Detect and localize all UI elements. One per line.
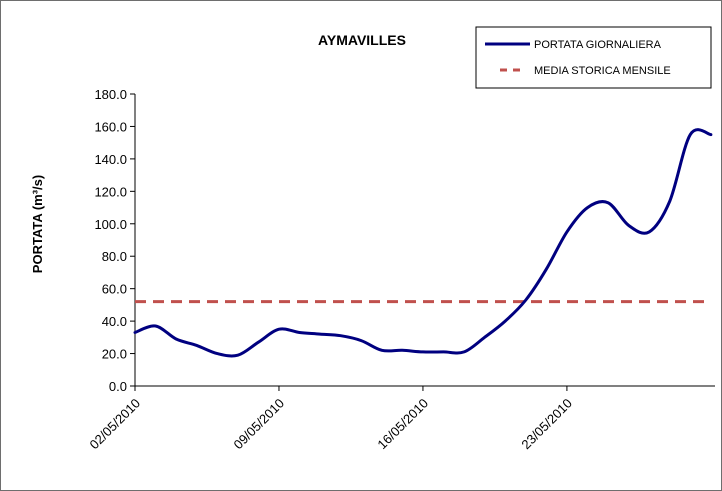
legend-label-media: MEDIA STORICA MENSILE [534, 65, 671, 77]
x-tick-label: 16/05/2010 [374, 396, 431, 453]
y-tick-label: 60.0 [102, 282, 127, 297]
y-tick-label: 0.0 [109, 379, 127, 394]
legend-box [475, 26, 712, 89]
y-tick-label: 100.0 [94, 217, 127, 232]
x-tick-label: 23/05/2010 [518, 396, 575, 453]
y-tick-label: 180.0 [94, 87, 127, 102]
x-axis: 02/05/2010 09/05/2010 16/05/2010 23/05/2010 [86, 385, 715, 453]
y-tick-label: 160.0 [94, 119, 127, 134]
y-tick-label: 140.0 [94, 152, 127, 167]
y-tick-label: 20.0 [102, 347, 127, 362]
legend-label-portata: PORTATA GIORNALIERA [534, 39, 662, 51]
y-tick-label: 40.0 [102, 314, 127, 329]
y-tick-label: 120.0 [94, 184, 127, 199]
y-tick-label: 80.0 [102, 249, 127, 264]
y-axis-label: PORTATA (m³/s) [30, 175, 45, 273]
y-axis: 0.0 20.0 40.0 60.0 80.0 100.0 120.0 140.0 160.0 1… [94, 87, 136, 394]
series-line-portata-giornaliera [133, 128, 713, 358]
x-tick-label: 02/05/2010 [86, 396, 143, 453]
legend: PORTATA GIORNALIERA MEDIA STORICA MENSIL… [475, 26, 712, 89]
plot-series [133, 128, 713, 358]
x-tick-label: 09/05/2010 [230, 396, 287, 453]
chart-title: AYMAVILLES [318, 32, 406, 48]
